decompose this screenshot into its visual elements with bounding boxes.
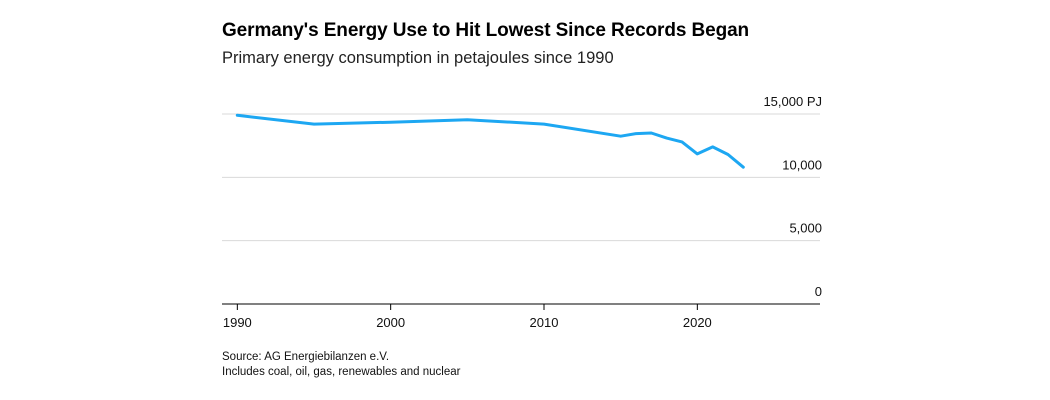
footnotes: Source: AG Energiebilanzen e.V. Includes… [222, 350, 460, 380]
series-line-0 [235, 113, 745, 169]
x-tick-label-2010: 2010 [530, 315, 559, 330]
y-tick-labels: 0 5,000 10,000 15,000 PJ [763, 94, 822, 299]
coverage-note: Includes coal, oil, gas, renewables and … [222, 366, 461, 378]
chart-subtitle: Primary energy consumption in petajoules… [222, 49, 614, 67]
x-tick-label-1990: 1990 [223, 315, 252, 330]
gridlines [222, 113, 820, 242]
y-tick-label-0: 0 [815, 284, 822, 299]
chart-title: Germany's Energy Use to Hit Lowest Since… [222, 20, 750, 41]
y-tick-label-15000: 15,000 PJ [763, 94, 822, 109]
x-tick-label-2020: 2020 [683, 315, 712, 330]
x-tick-labels: 1990 2000 2010 2020 [223, 315, 712, 330]
y-tick-label-5000: 5,000 [789, 221, 822, 236]
source-note: Source: AG Energiebilanzen e.V. [222, 351, 390, 363]
x-tick-label-2000: 2000 [376, 315, 405, 330]
y-tick-label-10000: 10,000 [782, 157, 822, 172]
x-axis [222, 303, 820, 310]
series-layer [235, 113, 745, 169]
